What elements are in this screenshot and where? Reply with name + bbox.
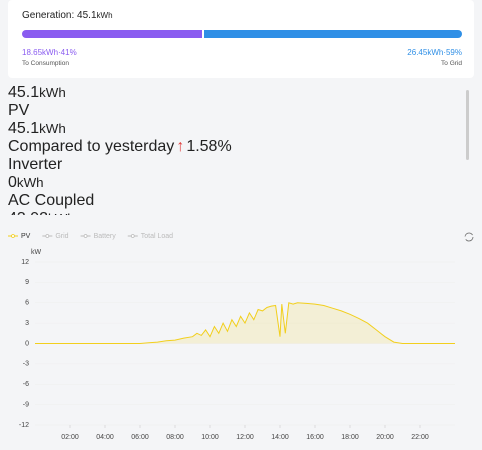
y-tick-label: 6	[25, 300, 29, 307]
tile-value: 0kWh	[8, 174, 474, 192]
split-bar	[22, 30, 462, 38]
tile-value: 43.92kWh	[8, 210, 474, 215]
generation-card: Generation: 45.1kWh 18.65kWh·41% To Cons…	[8, 0, 474, 78]
y-tick-label: -12	[19, 422, 29, 429]
unit: kWh	[39, 85, 66, 100]
value: 43.92	[8, 210, 48, 215]
y-tick-label: 12	[21, 259, 29, 266]
x-tick-label: 08:00	[166, 434, 184, 441]
tile-label: PV	[8, 102, 30, 119]
split-label: 18.65kWh·41%	[22, 48, 77, 57]
legend-dot	[130, 234, 135, 238]
tile: 45.1kWh Compared to yesterday ↑ 1.58% Invert…	[8, 120, 474, 174]
value: 0	[8, 174, 17, 191]
tile-value: 45.1kWh	[8, 120, 474, 138]
x-tick-label: 04:00	[96, 434, 114, 441]
y-axis-label: kW	[31, 249, 42, 256]
legend-label: Battery	[94, 233, 117, 240]
split-label: 26.45kWh·59%	[407, 48, 462, 57]
x-tick-label: 20:00	[376, 434, 394, 441]
line	[35, 302, 455, 344]
gen-value: 45.1	[77, 10, 97, 21]
tile: 0kWh AC Coupled	[8, 174, 474, 210]
change: 1.58%	[186, 138, 232, 155]
y-tick-label: 9	[25, 279, 29, 286]
value: 45.1	[8, 120, 40, 137]
y-tick-label: -9	[23, 401, 29, 408]
value: 45.1	[8, 84, 40, 101]
legend-dot	[45, 234, 50, 238]
y-tick-label: -6	[23, 381, 29, 388]
x-tick-label: 02:00	[61, 434, 79, 441]
arrow: ↑	[176, 138, 185, 155]
x-tick-label: 14:00	[271, 434, 289, 441]
tile-label: Inverter	[8, 156, 63, 173]
x-tick-label: 22:00	[411, 434, 429, 441]
y-tick-label: 3	[25, 320, 29, 327]
tiles: 45.1kWh PV 45.1kWh Compared to yesterday ↑ 1.…	[8, 84, 474, 215]
y-tick-label: -3	[23, 361, 29, 368]
gen-unit: kWh	[96, 11, 113, 20]
tile-value: 45.1kWh	[8, 84, 474, 102]
x-tick-label: 10:00	[201, 434, 219, 441]
tile-label: AC Coupled	[8, 192, 95, 209]
title-text: Generation:	[22, 10, 75, 21]
split-sub: To Grid	[441, 60, 462, 67]
tile: 45.1kWh PV	[8, 84, 474, 120]
unit: kWh	[39, 121, 66, 136]
unit: kWh	[16, 175, 44, 190]
legend-label: Total Load	[141, 233, 173, 240]
split-segment	[22, 30, 204, 38]
unit: kWh	[48, 211, 75, 215]
legend-dot	[11, 234, 15, 238]
legend-dot	[83, 234, 88, 238]
y-tick-label: 0	[25, 340, 29, 347]
x-tick-label: 06:00	[131, 434, 149, 441]
legend-label: PV	[21, 233, 31, 240]
generation-title: Generation: 45.1kWh	[22, 10, 113, 21]
split-segment	[203, 30, 462, 38]
x-tick-label: 16:00	[306, 434, 324, 441]
tile-note: Compared to yesterday ↑ 1.58%	[8, 138, 474, 156]
legend-label: Grid	[55, 233, 68, 240]
scrollbar[interactable]	[466, 90, 469, 160]
note: Compared to yesterday	[8, 138, 175, 155]
split-sub: To Consumption	[22, 60, 69, 67]
refresh-icon[interactable]	[464, 232, 474, 242]
x-tick-label: 18:00	[341, 434, 359, 441]
tile: 43.92kWhDaily Consumption	[8, 210, 474, 215]
x-tick-label: 12:00	[236, 434, 254, 441]
